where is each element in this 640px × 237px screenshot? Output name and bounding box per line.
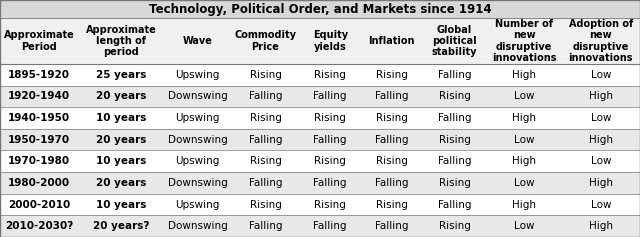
Text: 20 years?: 20 years? xyxy=(93,221,149,231)
Text: Rising: Rising xyxy=(250,200,282,210)
Text: Falling: Falling xyxy=(438,156,471,166)
Text: Downswing: Downswing xyxy=(168,221,227,231)
Text: Rising: Rising xyxy=(314,156,346,166)
Text: Low: Low xyxy=(591,70,611,80)
Text: 1950-1970: 1950-1970 xyxy=(8,135,70,145)
Text: 2000-2010: 2000-2010 xyxy=(8,200,70,210)
Text: 1940-1950: 1940-1950 xyxy=(8,113,70,123)
Bar xyxy=(0,215,640,237)
Text: Rising: Rising xyxy=(438,135,470,145)
Text: Rising: Rising xyxy=(438,178,470,188)
Text: Upswing: Upswing xyxy=(175,156,220,166)
Text: Falling: Falling xyxy=(249,178,282,188)
Text: 1920-1940: 1920-1940 xyxy=(8,91,70,101)
Text: Falling: Falling xyxy=(438,200,471,210)
Bar xyxy=(0,129,640,150)
Text: Global
political
stability: Global political stability xyxy=(432,25,477,57)
Text: Number of
new
disruptive
innovations: Number of new disruptive innovations xyxy=(492,19,557,63)
Text: Rising: Rising xyxy=(314,200,346,210)
Bar xyxy=(0,172,640,194)
Text: High: High xyxy=(512,156,536,166)
Text: Rising: Rising xyxy=(314,70,346,80)
Text: Falling: Falling xyxy=(314,91,347,101)
Text: Low: Low xyxy=(591,113,611,123)
Text: High: High xyxy=(589,135,613,145)
Text: Rising: Rising xyxy=(438,91,470,101)
Text: Low: Low xyxy=(514,178,534,188)
Text: Rising: Rising xyxy=(376,113,408,123)
Text: Falling: Falling xyxy=(375,135,408,145)
Text: 10 years: 10 years xyxy=(95,156,146,166)
Bar xyxy=(0,0,640,18)
Text: Low: Low xyxy=(514,135,534,145)
Text: Rising: Rising xyxy=(376,200,408,210)
Text: 25 years: 25 years xyxy=(95,70,146,80)
Bar xyxy=(0,64,640,86)
Text: Approximate
Period: Approximate Period xyxy=(4,30,74,52)
Text: Downswing: Downswing xyxy=(168,178,227,188)
Text: Rising: Rising xyxy=(250,156,282,166)
Text: 1980-2000: 1980-2000 xyxy=(8,178,70,188)
Text: Rising: Rising xyxy=(314,113,346,123)
Text: Falling: Falling xyxy=(314,221,347,231)
Text: 1895-1920: 1895-1920 xyxy=(8,70,70,80)
Text: Upswing: Upswing xyxy=(175,70,220,80)
Text: Commodity
Price: Commodity Price xyxy=(234,30,296,52)
Text: Rising: Rising xyxy=(376,156,408,166)
Text: High: High xyxy=(512,113,536,123)
Text: Downswing: Downswing xyxy=(168,91,227,101)
Text: Falling: Falling xyxy=(314,178,347,188)
Text: Low: Low xyxy=(591,156,611,166)
Text: Rising: Rising xyxy=(250,113,282,123)
Text: Falling: Falling xyxy=(375,221,408,231)
Text: Low: Low xyxy=(514,221,534,231)
Text: Equity
yields: Equity yields xyxy=(313,30,348,52)
Text: Adoption of
new
disruptive
innovations: Adoption of new disruptive innovations xyxy=(568,19,633,63)
Text: High: High xyxy=(512,200,536,210)
Text: 20 years: 20 years xyxy=(95,91,146,101)
Text: Upswing: Upswing xyxy=(175,200,220,210)
Text: Wave: Wave xyxy=(182,36,212,46)
Text: Falling: Falling xyxy=(249,135,282,145)
Text: Upswing: Upswing xyxy=(175,113,220,123)
Text: Falling: Falling xyxy=(314,135,347,145)
Text: Falling: Falling xyxy=(375,91,408,101)
Text: 2010-2030?: 2010-2030? xyxy=(5,221,73,231)
Text: High: High xyxy=(512,70,536,80)
Text: Falling: Falling xyxy=(438,70,471,80)
Text: Falling: Falling xyxy=(438,113,471,123)
Bar xyxy=(0,194,640,215)
Text: High: High xyxy=(589,178,613,188)
Text: Low: Low xyxy=(591,200,611,210)
Bar xyxy=(0,150,640,172)
Text: Falling: Falling xyxy=(249,221,282,231)
Text: 1970-1980: 1970-1980 xyxy=(8,156,70,166)
Text: Rising: Rising xyxy=(250,70,282,80)
Text: 20 years: 20 years xyxy=(95,178,146,188)
Text: Downswing: Downswing xyxy=(168,135,227,145)
Text: 10 years: 10 years xyxy=(95,113,146,123)
Text: Falling: Falling xyxy=(249,91,282,101)
Text: Falling: Falling xyxy=(375,178,408,188)
Text: Inflation: Inflation xyxy=(368,36,415,46)
Text: High: High xyxy=(589,221,613,231)
Text: Approximate
length of
period: Approximate length of period xyxy=(86,25,156,57)
Text: Rising: Rising xyxy=(438,221,470,231)
Bar xyxy=(0,107,640,129)
Text: Rising: Rising xyxy=(376,70,408,80)
Text: 20 years: 20 years xyxy=(95,135,146,145)
Bar xyxy=(0,86,640,107)
Text: High: High xyxy=(589,91,613,101)
Text: Low: Low xyxy=(514,91,534,101)
Text: Technology, Political Order, and Markets since 1914: Technology, Political Order, and Markets… xyxy=(148,3,492,15)
Text: 10 years: 10 years xyxy=(95,200,146,210)
